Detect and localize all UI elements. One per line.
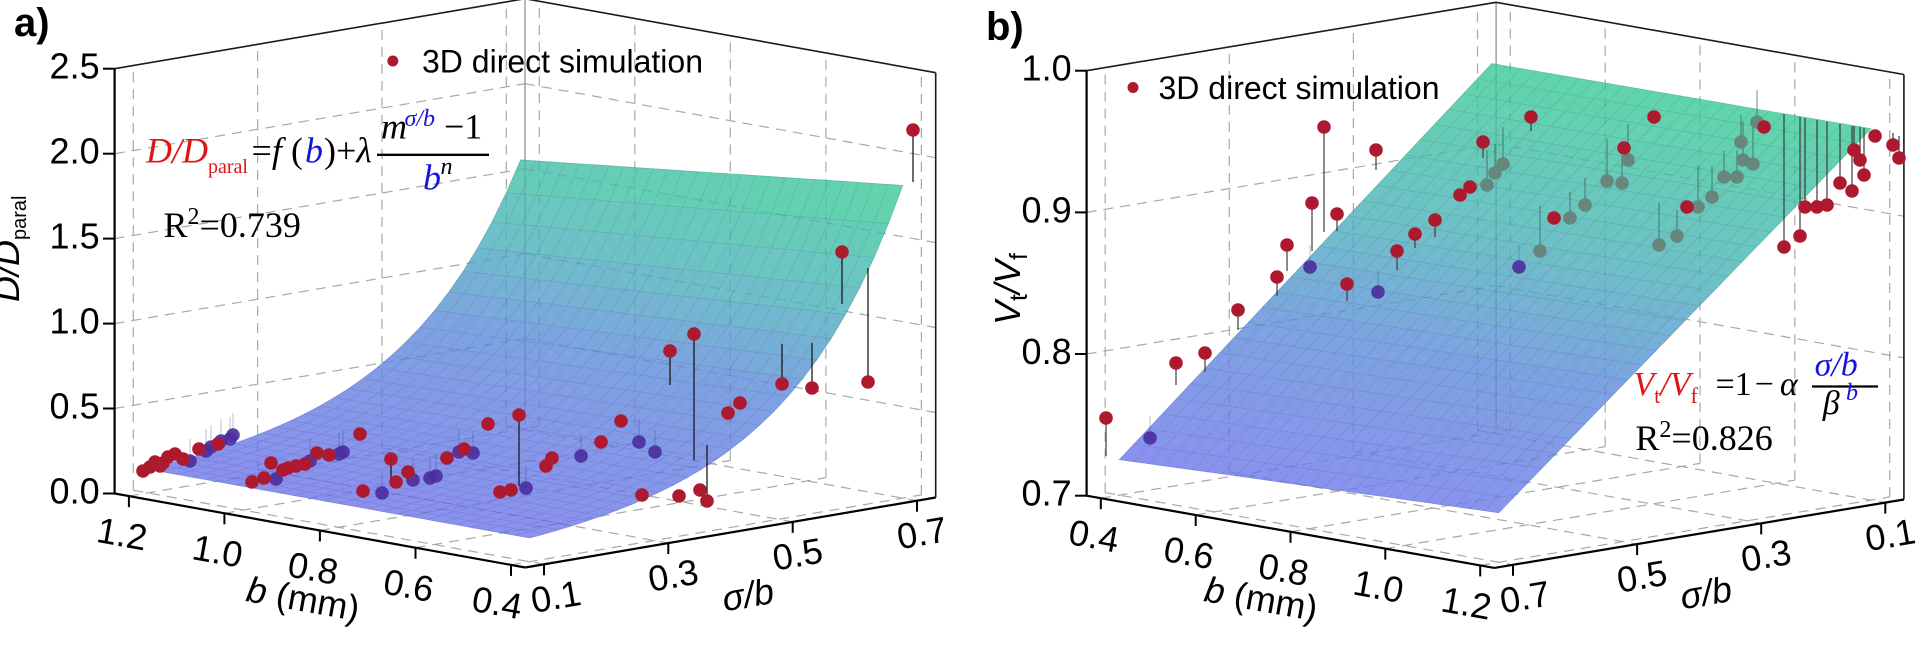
svg-text:0.1: 0.1 bbox=[1862, 510, 1918, 559]
svg-text:1.0: 1.0 bbox=[50, 301, 100, 342]
svg-text:1.2: 1.2 bbox=[94, 509, 151, 558]
svg-text:β: β bbox=[1822, 385, 1840, 422]
svg-text:2.0: 2.0 bbox=[50, 131, 100, 172]
svg-text:=f: =f bbox=[252, 131, 287, 171]
svg-text:2.5: 2.5 bbox=[50, 46, 100, 87]
svg-text:=1−α: =1− α bbox=[1716, 366, 1799, 403]
svg-text:0.5: 0.5 bbox=[50, 386, 100, 427]
svg-text:0.3: 0.3 bbox=[1738, 531, 1794, 580]
svg-text:n: n bbox=[441, 154, 453, 180]
svg-text:Vt/Vf: Vt/Vf bbox=[987, 253, 1033, 325]
svg-text:0.6: 0.6 bbox=[1161, 528, 1218, 577]
svg-text:0.0: 0.0 bbox=[50, 471, 100, 512]
svg-text:0.9: 0.9 bbox=[1022, 189, 1072, 230]
svg-text:m: m bbox=[381, 107, 407, 147]
svg-text:0.8: 0.8 bbox=[285, 544, 342, 593]
svg-text:0.8: 0.8 bbox=[1255, 545, 1312, 594]
svg-text:−1: −1 bbox=[444, 107, 482, 147]
svg-text:b): b) bbox=[986, 5, 1024, 49]
svg-text:1.0: 1.0 bbox=[1350, 562, 1407, 611]
svg-text:b: b bbox=[1846, 380, 1858, 406]
svg-text:1.0: 1.0 bbox=[1022, 48, 1072, 89]
svg-text:0.5: 0.5 bbox=[1614, 552, 1670, 601]
svg-text:0.5: 0.5 bbox=[769, 530, 825, 579]
svg-text:a): a) bbox=[14, 1, 50, 45]
svg-text:3D direct simulation: 3D direct simulation bbox=[1159, 70, 1440, 106]
svg-text:0.7: 0.7 bbox=[1497, 573, 1553, 622]
svg-text:0.4: 0.4 bbox=[469, 578, 526, 627]
svg-text:Vt/Vf: Vt/Vf bbox=[1633, 366, 1698, 408]
svg-text:σ/b: σ/b bbox=[405, 106, 436, 132]
svg-text:σ/b: σ/b bbox=[1677, 568, 1735, 617]
svg-text:1.0: 1.0 bbox=[189, 526, 246, 575]
svg-text:0.7: 0.7 bbox=[1022, 473, 1072, 514]
svg-text:0.3: 0.3 bbox=[645, 551, 701, 600]
svg-text:0.6: 0.6 bbox=[380, 561, 437, 610]
svg-text:1.2: 1.2 bbox=[1438, 578, 1495, 627]
svg-text:0.8: 0.8 bbox=[1022, 331, 1072, 372]
svg-text:b: b bbox=[423, 158, 441, 198]
svg-text:0.7: 0.7 bbox=[894, 508, 950, 557]
svg-text:R2=0.739: R2=0.739 bbox=[164, 204, 301, 245]
svg-text:R2=0.826: R2=0.826 bbox=[1635, 417, 1772, 458]
svg-text:(b)+λ: (b)+λ bbox=[291, 131, 372, 171]
svg-text:0.4: 0.4 bbox=[1066, 511, 1123, 560]
svg-text:1.5: 1.5 bbox=[50, 216, 100, 257]
svg-text:0.1: 0.1 bbox=[528, 572, 584, 621]
svg-text:σ/b: σ/b bbox=[719, 570, 777, 619]
svg-text:σ/b: σ/b bbox=[1815, 346, 1858, 383]
svg-text:3D direct simulation: 3D direct simulation bbox=[422, 44, 703, 80]
